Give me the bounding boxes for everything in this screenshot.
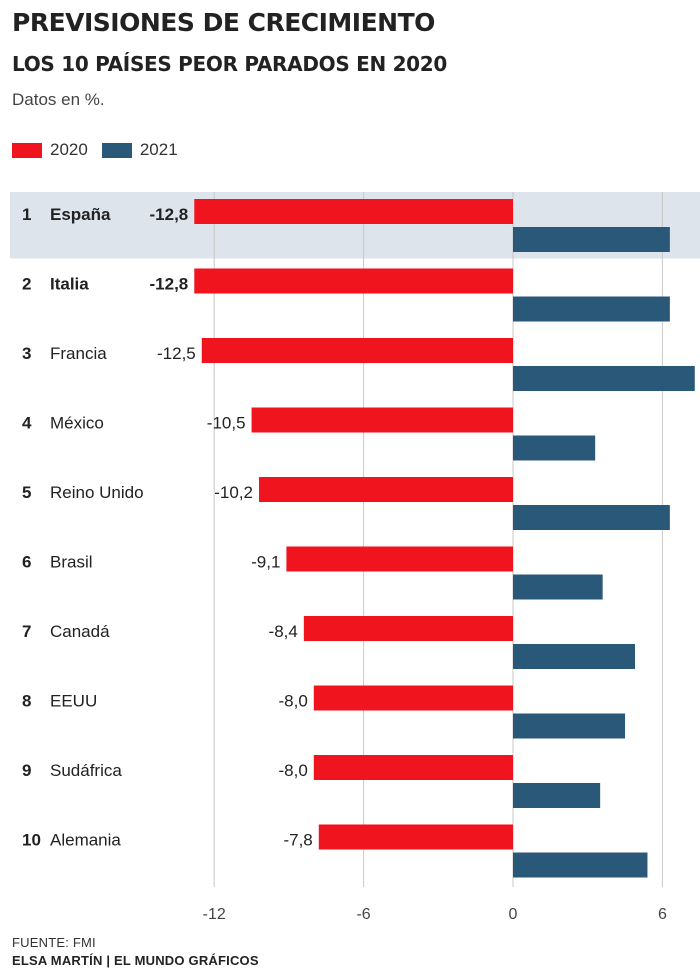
units-note: Datos en %. — [12, 90, 105, 109]
legend-item-2020: 2020 — [12, 140, 88, 160]
bar-2021 — [513, 783, 601, 808]
bar-2020 — [259, 477, 513, 502]
value-label-2020: -7,8 — [283, 831, 312, 850]
country-label: México — [50, 414, 104, 433]
country-label: España — [50, 205, 111, 224]
country-label: EEUU — [50, 692, 97, 711]
bar-2021 — [513, 296, 670, 322]
bar-2020 — [286, 546, 513, 572]
value-label-2020: -12,5 — [157, 344, 196, 363]
bar-2020 — [318, 824, 513, 850]
chart-subtitle: LOS 10 PAÍSES PEOR PARADOS EN 2020 — [12, 52, 448, 76]
source-note: FUENTE: FMI — [12, 935, 96, 950]
legend-swatch-2020 — [12, 142, 42, 158]
value-label-2020: -9,1 — [251, 553, 280, 572]
rank-label: 8 — [22, 692, 31, 711]
rank-label: 5 — [22, 483, 31, 502]
rank-label: 2 — [22, 275, 31, 294]
bar-2021 — [513, 644, 636, 669]
legend-label-2021: 2021 — [139, 140, 178, 159]
bar-chart: -12 -6 0 6 1 España -12,8 2 Italia -12,8 3 Francia -… — [10, 192, 700, 920]
country-label: Francia — [50, 344, 107, 363]
rank-label: 6 — [22, 553, 31, 572]
value-label-2020: -8,0 — [279, 692, 308, 711]
value-label-2020: -10,5 — [207, 414, 246, 433]
rank-label: 7 — [22, 622, 31, 641]
rank-label: 3 — [22, 344, 31, 363]
bar-2020 — [313, 685, 513, 711]
x-tick-label: 0 — [509, 906, 518, 920]
bar-2021 — [513, 366, 695, 391]
legend-label-2020: 2020 — [50, 140, 88, 159]
value-label-2020: -10,2 — [214, 483, 253, 502]
bar-2020 — [194, 199, 513, 224]
bar-2021 — [513, 227, 670, 252]
legend: 2020 2021 — [12, 140, 192, 160]
country-label: Italia — [50, 275, 89, 294]
bar-2021 — [513, 852, 648, 878]
country-label: Reino Unido — [50, 483, 144, 502]
value-label-2020: -12,8 — [150, 275, 189, 294]
country-label: Sudáfrica — [50, 761, 122, 780]
bar-2020 — [303, 616, 513, 641]
x-tick-label: -6 — [356, 906, 370, 920]
country-label: Canadá — [50, 622, 110, 641]
bar-2020 — [201, 338, 513, 363]
bar-2021 — [513, 713, 626, 739]
bar-2020 — [251, 407, 514, 433]
bar-2020 — [313, 755, 513, 780]
rank-label: 1 — [22, 205, 31, 224]
rank-label: 10 — [22, 831, 41, 850]
bar-2020 — [194, 268, 513, 294]
chart-title: PREVISIONES DE CRECIMIENTO — [12, 8, 435, 37]
bar-2021 — [513, 435, 596, 461]
x-tick-label: -12 — [203, 906, 226, 920]
bar-2021 — [513, 574, 603, 600]
country-label: Alemania — [50, 831, 121, 850]
country-label: Brasil — [50, 553, 93, 572]
value-label-2020: -12,8 — [150, 205, 189, 224]
rank-label: 4 — [22, 414, 32, 433]
credit-line: ELSA MARTÍN | EL MUNDO GRÁFICOS — [12, 953, 259, 968]
value-label-2020: -8,4 — [269, 622, 298, 641]
legend-swatch-2021 — [101, 142, 132, 158]
bar-2021 — [513, 505, 670, 530]
value-label-2020: -8,0 — [279, 761, 308, 780]
x-tick-label: 6 — [658, 906, 667, 920]
rank-label: 9 — [22, 761, 31, 780]
legend-item-2021: 2021 — [101, 140, 178, 160]
